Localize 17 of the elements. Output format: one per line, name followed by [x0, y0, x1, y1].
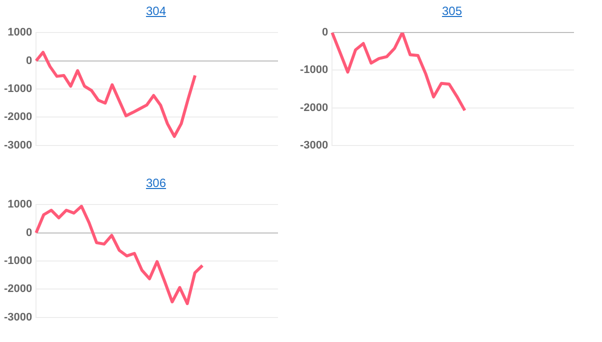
chart-title: 306	[146, 176, 166, 190]
y-tick-label: 0	[322, 26, 328, 39]
y-tick-label: -3000	[4, 311, 32, 324]
y-tick-label: 1000	[8, 198, 32, 211]
chart-title: 304	[146, 4, 166, 18]
y-tick-label: -2000	[4, 111, 32, 124]
y-tick-label: 1000	[8, 26, 32, 39]
y-tick-label: -3000	[4, 139, 32, 152]
y-tick-label: -3000	[300, 139, 328, 152]
y-tick-label: -1000	[4, 83, 32, 96]
y-tick-label: -1000	[4, 255, 32, 268]
chart-title: 305	[442, 4, 462, 18]
y-tick-label: -1000	[300, 64, 328, 76]
y-tick-label: -2000	[300, 102, 328, 114]
y-tick-label: 0	[26, 54, 32, 67]
y-tick-label: -2000	[4, 283, 32, 296]
y-tick-label: 0	[26, 226, 32, 239]
